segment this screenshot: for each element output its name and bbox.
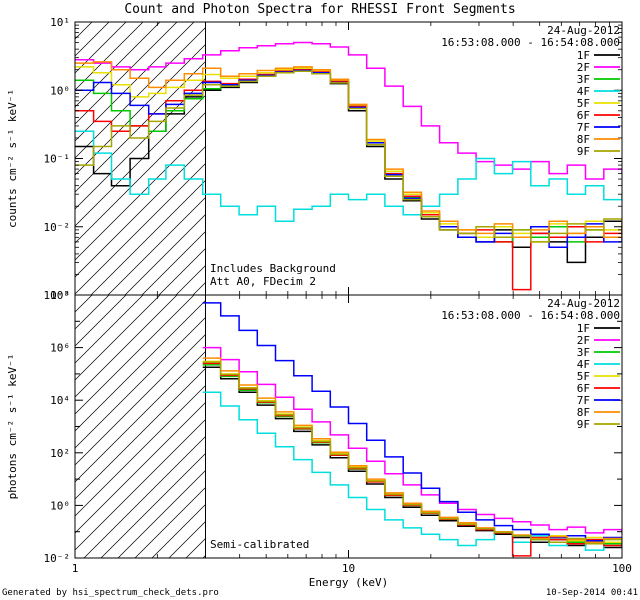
legend-label-9F: 9F [577, 145, 590, 158]
series-6F [202, 362, 622, 557]
legend-label-7F: 7F [577, 121, 590, 134]
panel-photons: 1 10 100 10⁻² 10⁰ 10² 10⁴ 10⁶ 10⁸ photons cm⁻² s⁻… [6, 289, 632, 575]
legend-label-1F: 1F [577, 49, 590, 62]
legend-label-6F: 6F [577, 382, 590, 395]
legend-label-3F: 3F [577, 73, 590, 86]
footer-timestamp: 10-Sep-2014 00:41 [545, 588, 638, 598]
y-tick-label: 10⁶ [50, 342, 70, 355]
x-axis-label: Energy (keV) [308, 576, 389, 589]
legend-label-3F: 3F [577, 346, 590, 359]
series-2F [202, 346, 622, 535]
y-tick-label: 10⁸ [50, 289, 70, 302]
panel-counts: 10⁻³ 10⁻² 10⁻¹ 10⁰ 10¹ counts cm⁻² s⁻¹ keV⁻¹ 2… [6, 16, 623, 302]
legend-label-4F: 4F [577, 358, 590, 371]
y-tick-label: 10⁰ [50, 499, 70, 512]
panel-frame [74, 21, 623, 296]
series-9F [202, 361, 622, 545]
legend-date: 24-Aug-2012 [547, 297, 620, 310]
series-group [75, 41, 622, 291]
legend-label-8F: 8F [577, 133, 590, 146]
x-tick-label: 100 [612, 562, 632, 575]
legend-label-6F: 6F [577, 109, 590, 122]
legend-label-8F: 8F [577, 406, 590, 419]
chart-title: Count and Photon Spectra for RHESSI Fron… [124, 2, 516, 17]
hatch-region [75, 295, 206, 558]
panel-annotation: Includes Background [210, 262, 336, 275]
y-tick-label: 10⁻³ [44, 289, 71, 302]
panel-annotation: Att A0, FDecim 2 [210, 275, 316, 288]
y-tick-label: 10⁻² [44, 552, 71, 565]
y-axis-title: counts cm⁻² s⁻¹ keV⁻¹ [6, 89, 19, 228]
y-tick-label: 10⁰ [50, 84, 70, 97]
y-tick-label: 10⁴ [50, 394, 70, 407]
series-3F [202, 364, 622, 545]
legend-label-2F: 2F [577, 61, 590, 74]
y-tick-label: 10⁻² [44, 221, 71, 234]
x-tick-label: 10 [342, 562, 355, 575]
panel-annotation: Semi-calibrated [210, 538, 309, 551]
footer-generator: Generated by hsi_spectrum_check_dets.pro [2, 588, 219, 598]
series-4F [202, 391, 622, 551]
legend-label-2F: 2F [577, 334, 590, 347]
legend-label-5F: 5F [577, 370, 590, 383]
y-axis-title: photons cm⁻² s⁻¹ keV⁻¹ [6, 354, 19, 500]
legend-label-1F: 1F [577, 322, 590, 335]
legend-date: 24-Aug-2012 [547, 24, 620, 37]
series-7F [202, 302, 622, 542]
legend-time-range: 16:53:08.000 - 16:54:08.000 [441, 309, 620, 322]
legend-label-9F: 9F [577, 418, 590, 431]
series-8F [202, 357, 622, 543]
legend-label-7F: 7F [577, 394, 590, 407]
y-tick-label: 10² [50, 447, 70, 460]
series-9F [75, 70, 622, 243]
legend-time-range: 16:53:08.000 - 16:54:08.000 [441, 36, 620, 49]
series-group [202, 302, 622, 557]
series-4F [75, 130, 622, 223]
y-tick-label: 10⁻¹ [44, 153, 71, 166]
y-tick-label: 10¹ [50, 16, 70, 29]
legend-label-4F: 4F [577, 85, 590, 98]
x-tick-label: 1 [72, 562, 79, 575]
legend-label-5F: 5F [577, 97, 590, 110]
series-5F [202, 360, 622, 543]
series-1F [202, 366, 622, 549]
